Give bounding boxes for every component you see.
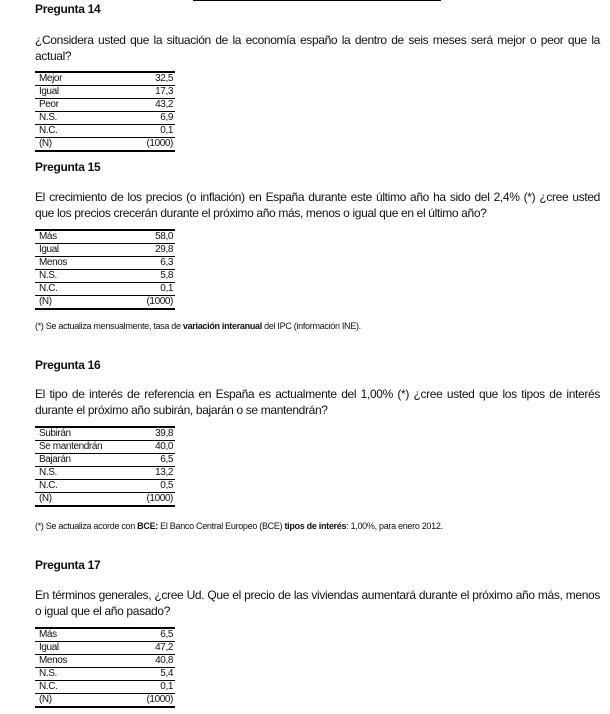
note-bold: BCE: xyxy=(137,521,158,531)
row-label: (N) xyxy=(39,138,52,149)
table-row: N.S. 13,2 xyxy=(35,466,175,480)
question-title: Pregunta 14 xyxy=(35,2,101,16)
table-row: Mejor 32,5 xyxy=(35,72,175,86)
table-row: Igual 29,8 xyxy=(35,243,175,257)
row-label: N.S. xyxy=(35,111,102,125)
table-row: Más 58,0 xyxy=(35,230,175,244)
note-bold: tipos de interés xyxy=(284,521,347,531)
row-value: 0,5 xyxy=(130,479,175,493)
table-row: Se mantendrán 40,0 xyxy=(35,440,175,454)
note-bold: variación interanual xyxy=(182,321,262,331)
table-row: Igual 47,2 xyxy=(35,641,175,655)
row-label: (N) xyxy=(39,694,52,705)
note-text: : 1,00%, para enero 2012. xyxy=(346,521,443,531)
question-title: Pregunta 15 xyxy=(35,160,101,174)
row-value: 0,1 xyxy=(106,282,175,296)
row-value: 43,2 xyxy=(101,98,175,112)
row-label: N.S. xyxy=(35,667,107,681)
row-value: 40,8 xyxy=(106,654,175,668)
table-row: Menos 40,8 xyxy=(35,654,175,668)
note-text: El Banco Central Europeo (BCE) xyxy=(157,521,285,531)
pregunta-14: Pregunta 14 ¿Considera usted que la situ… xyxy=(35,1,600,152)
row-label: Peor xyxy=(35,98,102,112)
pregunta-17: Pregunta 17 En términos generales, ¿cree… xyxy=(35,557,600,708)
row-label: N.C. xyxy=(35,282,107,296)
table-row: N.S. 5,8 xyxy=(35,269,175,283)
row-value: 0,1 xyxy=(101,124,175,138)
question-text: ¿Considera usted que la situación de la … xyxy=(35,33,600,63)
note-text: (*) Se actualiza acorde con xyxy=(35,521,138,531)
note-text: (*) Se actualiza mensualmente, tasa de xyxy=(35,321,183,331)
row-value: (1000) xyxy=(146,694,173,705)
table-row: (N) (1000) xyxy=(35,694,175,708)
row-value: 6,5 xyxy=(106,628,175,642)
row-value: 32,5 xyxy=(101,72,175,86)
table-row: (N) (1000) xyxy=(35,138,175,152)
row-value: 6,9 xyxy=(101,111,175,125)
row-label: Igual xyxy=(35,243,107,257)
table-row: Peor 43,2 xyxy=(35,98,175,112)
row-label: Más xyxy=(35,230,107,244)
row-label: Igual xyxy=(35,85,102,99)
row-label: (N) xyxy=(39,296,52,307)
table-row: Menos 6,3 xyxy=(35,256,175,270)
row-value: 47,2 xyxy=(106,641,175,655)
row-value: 17,3 xyxy=(101,85,175,99)
results-table: Mejor 32,5 Igual 17,3 Peor 43,2 N.S. 6,9 N.C. 0,1… xyxy=(35,71,175,152)
pregunta-15: Pregunta 15 El crecimiento de los precio… xyxy=(35,159,600,332)
question-title: Pregunta 16 xyxy=(35,358,101,372)
question-text: El crecimiento de los precios (o inflaci… xyxy=(35,190,600,220)
row-label: N.S. xyxy=(35,269,107,283)
row-label: Mejor xyxy=(35,72,102,86)
row-value: 39,8 xyxy=(130,427,175,441)
table-row: N.S. 5,4 xyxy=(35,667,175,681)
row-label: (N) xyxy=(39,493,52,504)
table-row: N.S. 6,9 xyxy=(35,111,175,125)
table-row: Bajarán 6,5 xyxy=(35,453,175,467)
row-label: Menos xyxy=(35,654,107,668)
table-row: Igual 17,3 xyxy=(35,85,175,99)
row-label: Más xyxy=(35,628,107,642)
pregunta-16: Pregunta 16 El tipo de interés de refere… xyxy=(35,357,600,532)
row-label: N.C. xyxy=(35,680,107,694)
note-text: del IPC (información INE). xyxy=(261,321,361,331)
row-label: Se mantendrán xyxy=(35,440,131,454)
table-row: Más 6,5 xyxy=(35,628,175,642)
row-label: Bajarán xyxy=(35,453,131,467)
question-title: Pregunta 17 xyxy=(35,558,101,572)
table-row: Subirán 39,8 xyxy=(35,427,175,441)
row-value: 5,4 xyxy=(106,667,175,681)
row-value: 29,8 xyxy=(106,243,175,257)
results-table: Más 58,0 Igual 29,8 Menos 6,3 N.S. 5,8 N.C. 0,1 (N… xyxy=(35,229,175,310)
row-value: 6,3 xyxy=(106,256,175,270)
row-label: N.C. xyxy=(35,124,102,138)
row-label: Menos xyxy=(35,256,107,270)
row-label: N.C. xyxy=(35,479,131,493)
table-row: N.C. 0,1 xyxy=(35,282,175,296)
row-label: Subirán xyxy=(35,427,131,441)
top-rule xyxy=(193,0,441,1)
question-text: En términos generales, ¿cree Ud. Que el … xyxy=(35,588,600,618)
question-text: El tipo de interés de referencia en Espa… xyxy=(35,387,600,417)
results-table: Más 6,5 Igual 47,2 Menos 40,8 N.S. 5,4 N.C. 0,1 (N… xyxy=(35,627,175,708)
table-row: (N) (1000) xyxy=(35,296,175,310)
footnote: (*) Se actualiza acorde con BCE: El Banc… xyxy=(35,520,600,532)
row-value: (1000) xyxy=(146,138,173,149)
row-value: 13,2 xyxy=(130,466,175,480)
row-label: Igual xyxy=(35,641,107,655)
row-value: 40,0 xyxy=(130,440,175,454)
row-value: (1000) xyxy=(146,493,173,504)
table-row: N.C. 0,5 xyxy=(35,479,175,493)
row-value: 0,1 xyxy=(106,680,175,694)
row-value: (1000) xyxy=(146,296,173,307)
row-value: 58,0 xyxy=(106,230,175,244)
row-label: N.S. xyxy=(35,466,131,480)
results-table: Subirán 39,8 Se mantendrán 40,0 Bajarán 6,5 N.… xyxy=(35,426,175,507)
table-row: N.C. 0,1 xyxy=(35,680,175,694)
row-value: 5,8 xyxy=(106,269,175,283)
footnote: (*) Se actualiza mensualmente, tasa de v… xyxy=(35,320,600,332)
table-row: (N) (1000) xyxy=(35,493,175,507)
table-row: N.C. 0,1 xyxy=(35,124,175,138)
row-value: 6,5 xyxy=(130,453,175,467)
